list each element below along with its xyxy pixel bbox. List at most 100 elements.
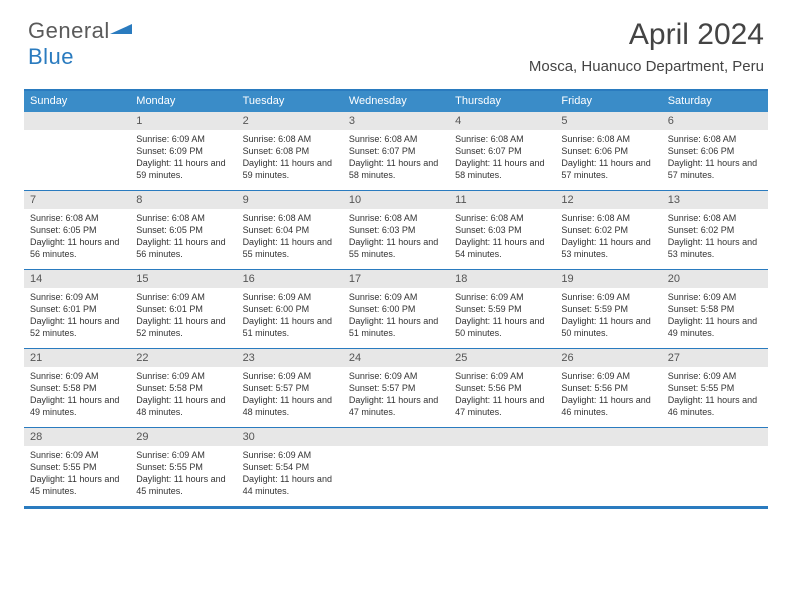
day-content: Sunrise: 6:09 AMSunset: 6:00 PMDaylight:…	[237, 288, 343, 344]
day-cell: 8Sunrise: 6:08 AMSunset: 6:05 PMDaylight…	[130, 191, 236, 269]
daylight-text: Daylight: 11 hours and 53 minutes.	[561, 236, 655, 260]
daylight-text: Daylight: 11 hours and 48 minutes.	[136, 394, 230, 418]
day-content: Sunrise: 6:09 AMSunset: 6:09 PMDaylight:…	[130, 130, 236, 186]
daylight-text: Daylight: 11 hours and 47 minutes.	[349, 394, 443, 418]
day-content	[662, 446, 768, 453]
sunrise-text: Sunrise: 6:09 AM	[30, 370, 124, 382]
daylight-text: Daylight: 11 hours and 47 minutes.	[455, 394, 549, 418]
sunset-text: Sunset: 6:05 PM	[30, 224, 124, 236]
day-content	[343, 446, 449, 453]
day-cell: 5Sunrise: 6:08 AMSunset: 6:06 PMDaylight…	[555, 112, 661, 190]
day-content: Sunrise: 6:08 AMSunset: 6:03 PMDaylight:…	[449, 209, 555, 265]
sunset-text: Sunset: 6:02 PM	[668, 224, 762, 236]
day-cell: 29Sunrise: 6:09 AMSunset: 5:55 PMDayligh…	[130, 428, 236, 506]
day-content: Sunrise: 6:09 AMSunset: 5:59 PMDaylight:…	[449, 288, 555, 344]
day-content: Sunrise: 6:09 AMSunset: 5:57 PMDaylight:…	[343, 367, 449, 423]
day-cell: 4Sunrise: 6:08 AMSunset: 6:07 PMDaylight…	[449, 112, 555, 190]
daylight-text: Daylight: 11 hours and 52 minutes.	[136, 315, 230, 339]
daylight-text: Daylight: 11 hours and 56 minutes.	[136, 236, 230, 260]
day-number: 23	[237, 349, 343, 367]
sunrise-text: Sunrise: 6:08 AM	[668, 133, 762, 145]
sunrise-text: Sunrise: 6:09 AM	[30, 291, 124, 303]
day-cell: 14Sunrise: 6:09 AMSunset: 6:01 PMDayligh…	[24, 270, 130, 348]
day-cell: 17Sunrise: 6:09 AMSunset: 6:00 PMDayligh…	[343, 270, 449, 348]
daylight-text: Daylight: 11 hours and 58 minutes.	[349, 157, 443, 181]
day-content: Sunrise: 6:09 AMSunset: 6:01 PMDaylight:…	[24, 288, 130, 344]
day-number: 13	[662, 191, 768, 209]
sunrise-text: Sunrise: 6:08 AM	[30, 212, 124, 224]
sunset-text: Sunset: 5:59 PM	[561, 303, 655, 315]
day-number: 9	[237, 191, 343, 209]
daylight-text: Daylight: 11 hours and 51 minutes.	[349, 315, 443, 339]
day-number: 25	[449, 349, 555, 367]
day-cell: 18Sunrise: 6:09 AMSunset: 5:59 PMDayligh…	[449, 270, 555, 348]
sunrise-text: Sunrise: 6:09 AM	[136, 133, 230, 145]
sunset-text: Sunset: 5:55 PM	[668, 382, 762, 394]
sunrise-text: Sunrise: 6:09 AM	[243, 291, 337, 303]
sunrise-text: Sunrise: 6:08 AM	[561, 133, 655, 145]
sunrise-text: Sunrise: 6:09 AM	[455, 291, 549, 303]
month-title: April 2024	[529, 18, 764, 52]
sunrise-text: Sunrise: 6:09 AM	[561, 370, 655, 382]
sunrise-text: Sunrise: 6:08 AM	[243, 133, 337, 145]
week-row: 1Sunrise: 6:09 AMSunset: 6:09 PMDaylight…	[24, 112, 768, 191]
sunset-text: Sunset: 5:56 PM	[561, 382, 655, 394]
day-content: Sunrise: 6:08 AMSunset: 6:06 PMDaylight:…	[662, 130, 768, 186]
day-header-tuesday: Tuesday	[237, 91, 343, 112]
day-cell: 12Sunrise: 6:08 AMSunset: 6:02 PMDayligh…	[555, 191, 661, 269]
day-number: 5	[555, 112, 661, 130]
daylight-text: Daylight: 11 hours and 44 minutes.	[243, 473, 337, 497]
week-row: 14Sunrise: 6:09 AMSunset: 6:01 PMDayligh…	[24, 270, 768, 349]
daylight-text: Daylight: 11 hours and 53 minutes.	[668, 236, 762, 260]
sunrise-text: Sunrise: 6:09 AM	[30, 449, 124, 461]
sunset-text: Sunset: 6:06 PM	[561, 145, 655, 157]
sunrise-text: Sunrise: 6:09 AM	[349, 370, 443, 382]
day-cell: 26Sunrise: 6:09 AMSunset: 5:56 PMDayligh…	[555, 349, 661, 427]
calendar-bottom-rule	[24, 507, 768, 509]
day-cell	[555, 428, 661, 506]
sunrise-text: Sunrise: 6:09 AM	[668, 291, 762, 303]
daylight-text: Daylight: 11 hours and 50 minutes.	[455, 315, 549, 339]
weeks-container: 1Sunrise: 6:09 AMSunset: 6:09 PMDaylight…	[24, 112, 768, 507]
day-cell: 16Sunrise: 6:09 AMSunset: 6:00 PMDayligh…	[237, 270, 343, 348]
daylight-text: Daylight: 11 hours and 45 minutes.	[30, 473, 124, 497]
day-content: Sunrise: 6:08 AMSunset: 6:04 PMDaylight:…	[237, 209, 343, 265]
day-number: 15	[130, 270, 236, 288]
day-number	[449, 428, 555, 446]
daylight-text: Daylight: 11 hours and 59 minutes.	[136, 157, 230, 181]
day-cell	[449, 428, 555, 506]
sunset-text: Sunset: 6:08 PM	[243, 145, 337, 157]
day-number: 12	[555, 191, 661, 209]
sunset-text: Sunset: 5:58 PM	[668, 303, 762, 315]
daylight-text: Daylight: 11 hours and 59 minutes.	[243, 157, 337, 181]
sunset-text: Sunset: 6:03 PM	[349, 224, 443, 236]
day-number: 11	[449, 191, 555, 209]
day-number: 20	[662, 270, 768, 288]
day-cell: 28Sunrise: 6:09 AMSunset: 5:55 PMDayligh…	[24, 428, 130, 506]
day-number: 10	[343, 191, 449, 209]
sunset-text: Sunset: 5:59 PM	[455, 303, 549, 315]
sunrise-text: Sunrise: 6:09 AM	[136, 291, 230, 303]
daylight-text: Daylight: 11 hours and 57 minutes.	[668, 157, 762, 181]
day-content: Sunrise: 6:09 AMSunset: 5:56 PMDaylight:…	[555, 367, 661, 423]
day-cell: 22Sunrise: 6:09 AMSunset: 5:58 PMDayligh…	[130, 349, 236, 427]
sunrise-text: Sunrise: 6:08 AM	[349, 133, 443, 145]
day-content: Sunrise: 6:09 AMSunset: 5:57 PMDaylight:…	[237, 367, 343, 423]
day-cell: 13Sunrise: 6:08 AMSunset: 6:02 PMDayligh…	[662, 191, 768, 269]
day-content	[555, 446, 661, 453]
day-number: 3	[343, 112, 449, 130]
day-content: Sunrise: 6:09 AMSunset: 5:56 PMDaylight:…	[449, 367, 555, 423]
page-header: GeneralBlue April 2024 Mosca, Huanuco De…	[0, 0, 792, 81]
daylight-text: Daylight: 11 hours and 51 minutes.	[243, 315, 337, 339]
day-number	[662, 428, 768, 446]
day-cell: 10Sunrise: 6:08 AMSunset: 6:03 PMDayligh…	[343, 191, 449, 269]
day-number: 16	[237, 270, 343, 288]
day-content: Sunrise: 6:09 AMSunset: 5:59 PMDaylight:…	[555, 288, 661, 344]
day-header-wednesday: Wednesday	[343, 91, 449, 112]
day-content: Sunrise: 6:08 AMSunset: 6:06 PMDaylight:…	[555, 130, 661, 186]
daylight-text: Daylight: 11 hours and 46 minutes.	[668, 394, 762, 418]
sunrise-text: Sunrise: 6:08 AM	[455, 212, 549, 224]
day-content: Sunrise: 6:08 AMSunset: 6:07 PMDaylight:…	[343, 130, 449, 186]
day-cell: 27Sunrise: 6:09 AMSunset: 5:55 PMDayligh…	[662, 349, 768, 427]
day-number: 28	[24, 428, 130, 446]
